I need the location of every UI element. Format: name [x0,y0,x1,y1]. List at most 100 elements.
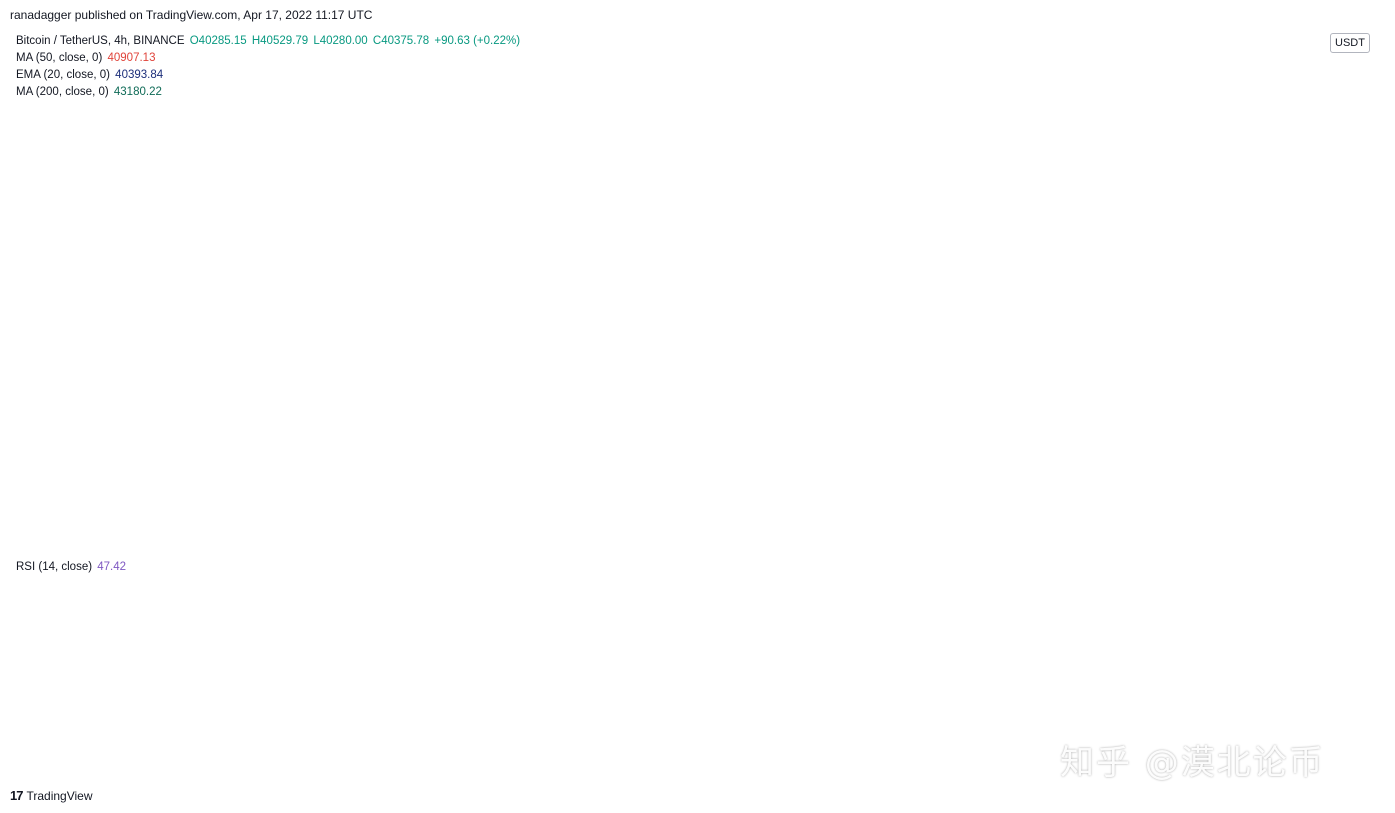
candle-body [494,269,497,292]
price-tick-label: 39000.00 [1321,455,1367,467]
candle-body [619,64,622,84]
candle-body [625,65,628,82]
candle-body [1100,406,1103,431]
candle-body [432,292,435,308]
rsi-legend[interactable]: RSI (14, close) 47.42 [16,561,126,573]
rsi-value-badge: 47.42 [1328,662,1356,674]
support-trendline [9,283,1291,373]
ema-value-badge-bg [1318,375,1380,391]
ema20-legend[interactable]: EMA (20, close, 0) 40393.84 [16,69,163,81]
candle-body [307,380,310,382]
candle-body [969,321,972,330]
candle-body [842,120,845,143]
candle-body [833,124,836,136]
footer-brand[interactable]: 17 TradingView [10,788,93,803]
candle-body [741,135,744,139]
candle-body [156,454,159,464]
candle-body [601,82,604,89]
candle-body [1171,413,1174,419]
candle-body [260,370,263,379]
candle-body [489,286,491,288]
ma50-legend[interactable]: MA (50, close, 0) 40907.13 [16,52,155,64]
rsi-tick-label: 80.00 [1326,572,1354,584]
candle-body [717,166,720,192]
ma50-value: 40907.13 [107,52,156,64]
candle-body [462,318,465,326]
candle-body [696,143,699,150]
ema-tag: EMA [1284,378,1309,390]
candle-body [634,82,637,89]
candle-body [756,125,758,132]
candle-body [25,433,28,436]
price-value-badge: 40375.78 [1326,396,1372,408]
candle-body [1038,286,1040,293]
candle-body [815,145,818,147]
candle-body [67,370,70,384]
candle-body [441,301,444,309]
candle-body [646,85,649,96]
candle-body [405,366,408,379]
candle-body [794,140,797,150]
candle-body [207,480,209,484]
candle-body [414,324,417,348]
candle-body [254,381,257,388]
candle-body [1118,365,1121,378]
candle-body [779,135,782,143]
candle-body [990,312,993,317]
candle-body [97,443,99,453]
ema20-line [10,105,1232,467]
candle-body [34,408,37,420]
candle-body [281,374,284,379]
candle-body [239,413,242,437]
candle-body [88,427,91,436]
candle-body [860,164,862,188]
candle-body [109,453,111,455]
candle-body [913,294,916,297]
price-tick-label: 47000.00 [1321,101,1367,113]
ohlc-close: C40375.78 [372,35,430,47]
candle-body [1216,405,1219,407]
rsi-tag-bg [1287,659,1313,675]
candle-body [257,378,260,382]
candle-body [1225,403,1227,407]
candle-body [747,119,750,132]
time-tick-label: 10 [56,759,68,771]
price-axis: 48000.00 47000.00 46000.00 45000.00 44000.00… [1321,57,1367,749]
candle-body [251,384,254,388]
price-tick-label: 43000.00 [1321,278,1367,290]
candle-body [542,228,545,230]
price-tick-label: 41000.00 [1321,367,1367,379]
candle-body [655,85,658,90]
candle-body [248,384,251,397]
rsi-pane-bg [10,553,1313,753]
candle-body [699,149,702,157]
candle-body [1076,422,1079,425]
ma200-legend[interactable]: MA (200, close, 0) 43180.22 [16,86,162,98]
candle-body [275,385,278,389]
candle-body [180,465,183,476]
rsi-tag: RSI [1291,662,1309,674]
candle-body [456,317,459,321]
bar-countdown: 42:51 [1326,410,1354,422]
candle-body [993,304,996,313]
candle-body [1035,286,1037,295]
candle-body [388,385,390,391]
candle-body [762,133,764,141]
candle-body [1219,405,1222,408]
candle-body [955,287,957,303]
candle-body [592,99,595,118]
rsi-band [10,605,1313,715]
candle-body [765,140,767,147]
candle-body [471,310,473,331]
candle-body [491,286,494,292]
currency-button[interactable]: USDT [1330,33,1370,53]
candle-body [981,326,984,329]
candle-body [37,397,40,409]
candle-body [1020,294,1023,305]
candle-body [227,453,230,458]
symbol-title[interactable]: Bitcoin / TetherUS, 4h, BINANCE [16,35,185,47]
candle-body [910,293,913,295]
candle-body [144,455,147,467]
candle-body [138,462,141,466]
